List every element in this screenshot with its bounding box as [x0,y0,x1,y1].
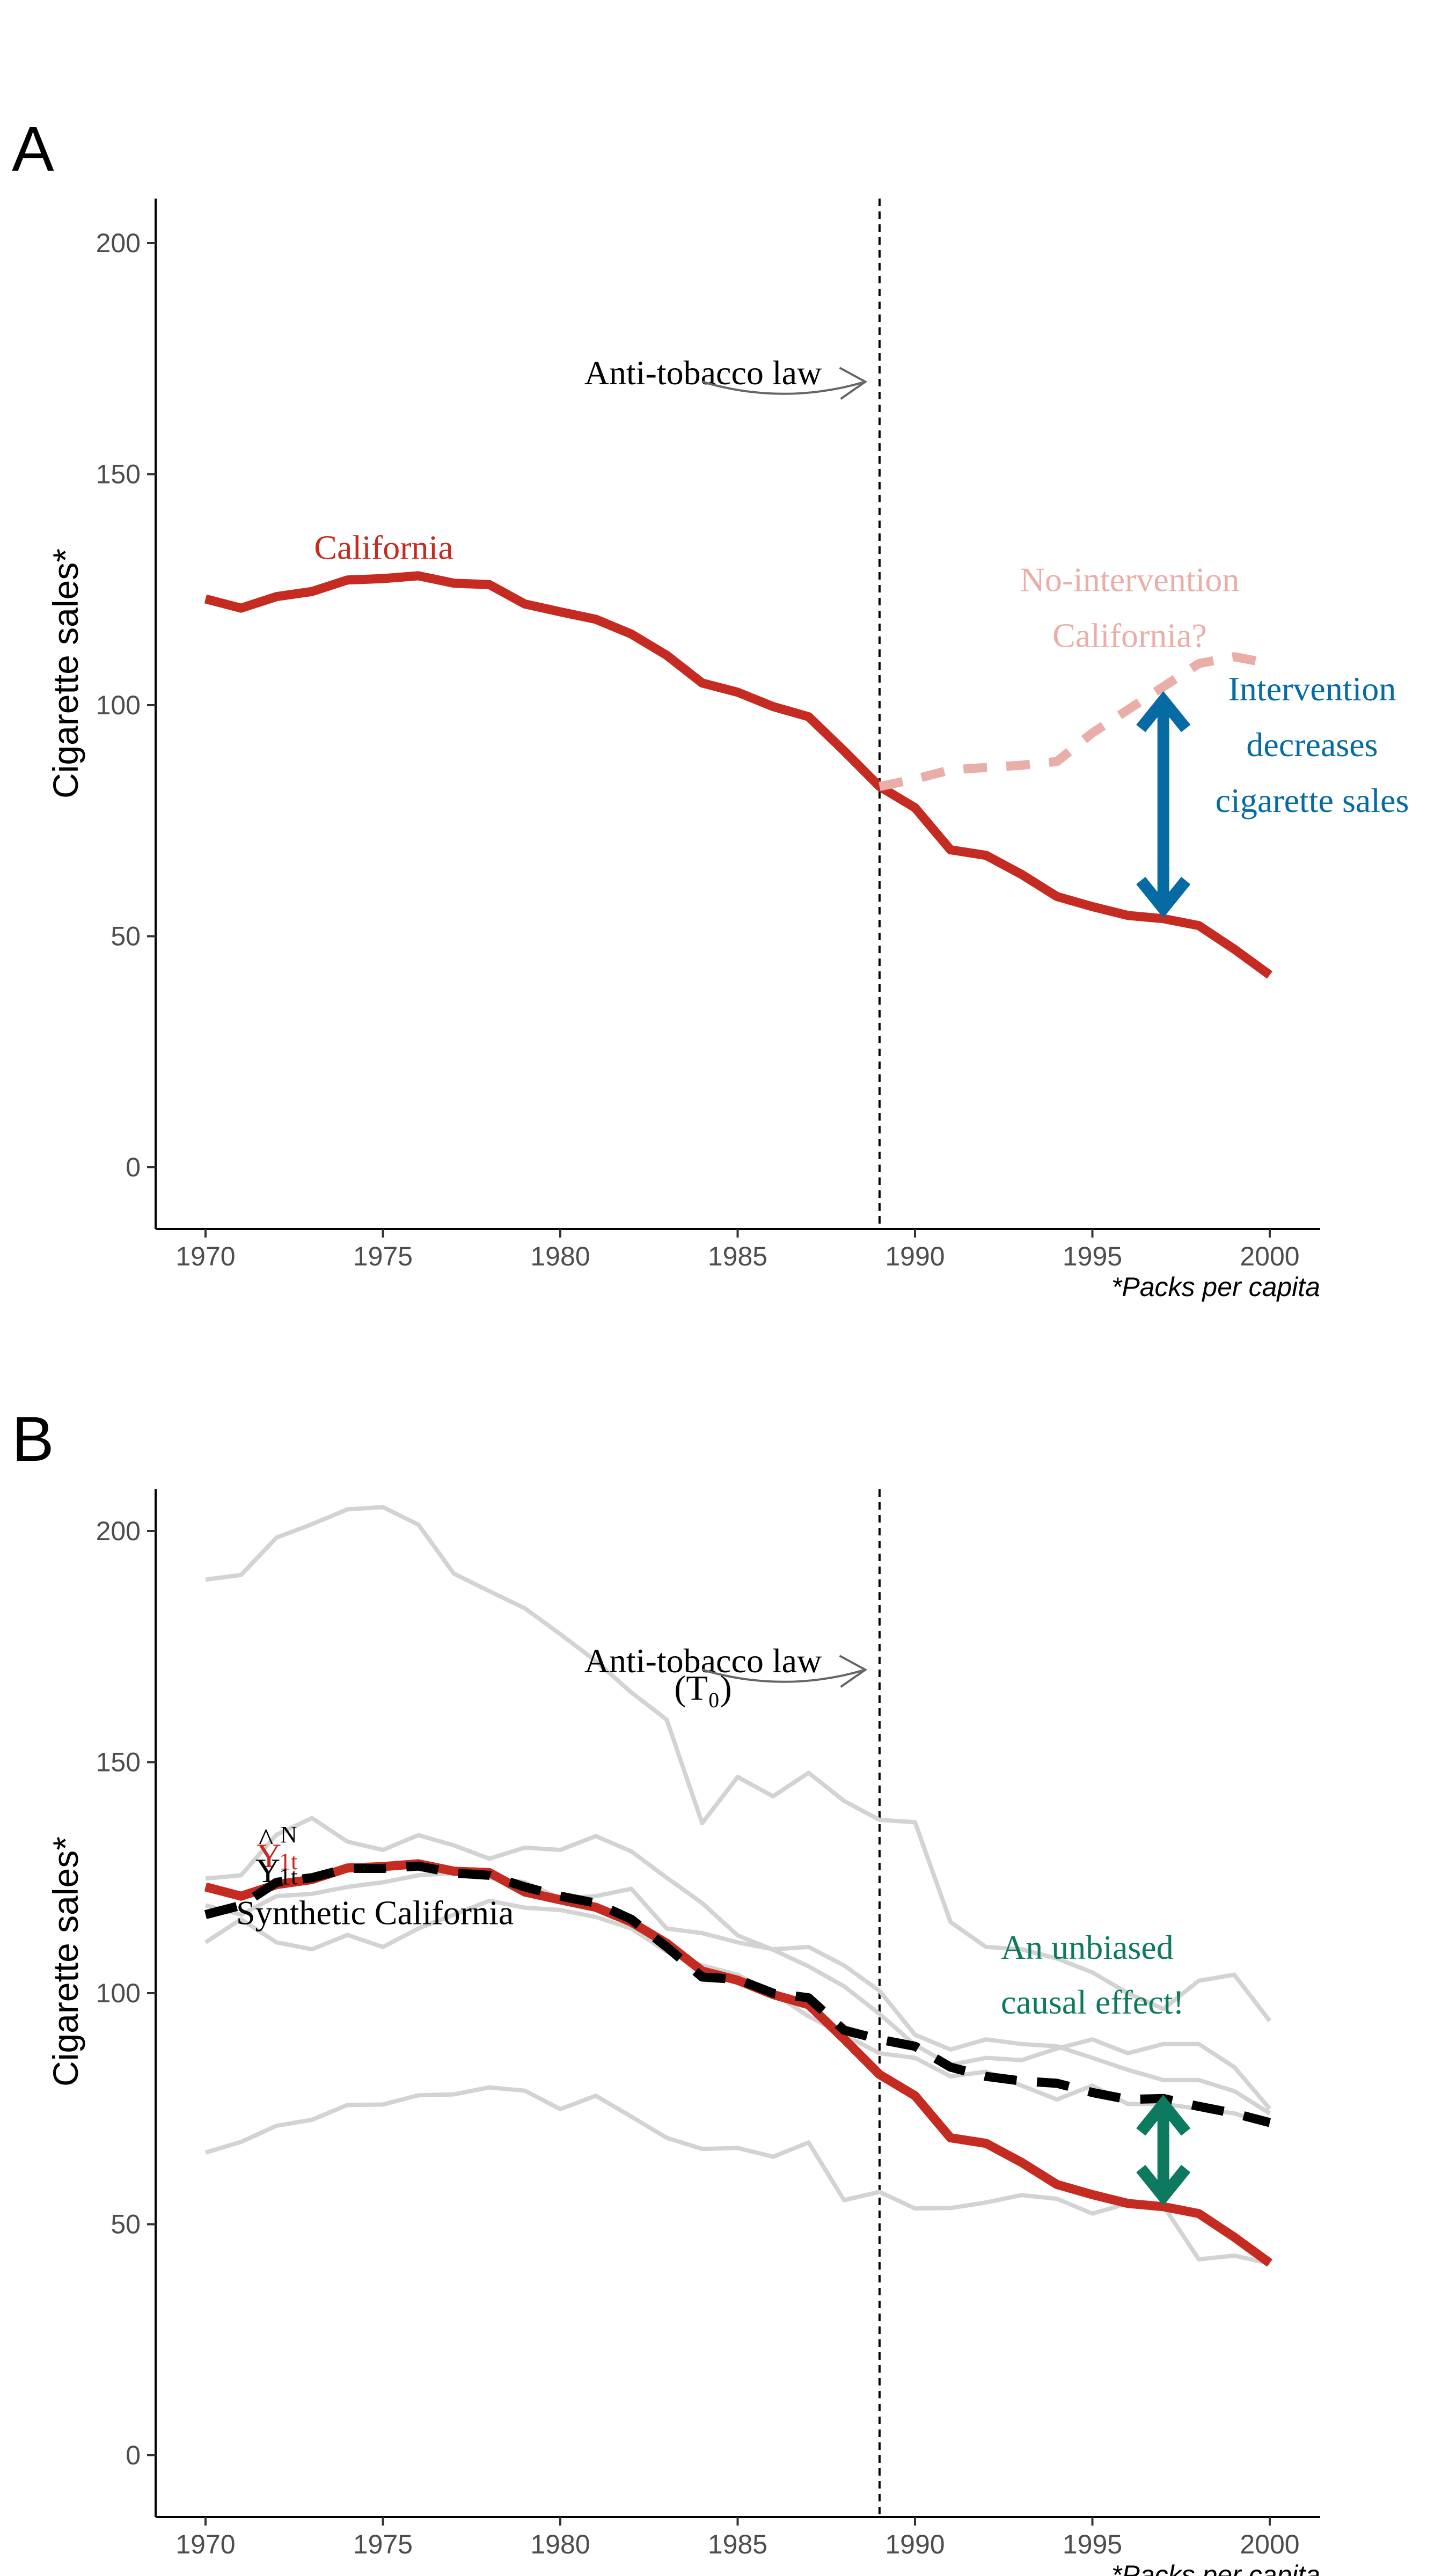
x-tick-label: 1975 [353,2529,413,2559]
effect-label: decreases [1246,726,1378,764]
x-tick-label: 1990 [885,1241,945,1271]
y-tick-label: 50 [111,2209,141,2240]
law-label: Anti-tobacco law [584,354,822,392]
intervention-effect-arrow [1136,691,1191,918]
effect-label: cigarette sales [1216,781,1409,819]
x-tick-label: 1995 [1063,2529,1122,2559]
effect-label: causal effect! [1001,1983,1184,2021]
y-tick-label: 200 [96,1516,141,1546]
law-arrow [701,1668,866,1683]
x-tick-label: 2000 [1240,2529,1299,2559]
x-tick-label: 1970 [175,2529,235,2559]
x-tick-label: 1975 [353,1241,413,1271]
donor-state-line [204,1871,1271,2116]
yhat-hat: ^ [259,1822,273,1857]
no-intervention-california-line [879,652,1271,791]
x-tick-label: 2000 [1240,1241,1299,1271]
donor-state-line [205,1816,1272,2110]
y-tick-label: 100 [96,690,141,720]
panel-b: B 0 50 100 150 200 1970 1975 1980 1985 1990 1995 200… [12,1404,1320,2576]
x-axis-caption: *Packs per capita [1111,2560,1320,2576]
x-tick-label: 1995 [1063,1241,1122,1271]
x-tick-label: 1985 [708,1241,767,1271]
y-base: Y [255,1851,280,1890]
yhat-base: Y [257,1836,281,1875]
x-tick-label: 1980 [530,2529,590,2559]
effect-label: An unbiased [1001,1928,1174,1966]
california-label: California [314,528,453,566]
x-tick-label: 1985 [708,2529,767,2559]
panel-label: A [12,114,54,185]
effect-label: Intervention [1228,670,1396,708]
donor-state-line [205,1505,1272,2023]
x-tick-label: 1970 [175,1241,235,1271]
yhat-subscript: 1t [279,1848,297,1875]
law-arrowhead [839,1655,868,1688]
law-arrow [701,380,866,395]
yhat-superscript: N [280,1821,297,1848]
y-tick-label: 150 [96,459,141,489]
panel-label: B [12,1404,54,1475]
y-tick-label: 100 [96,1978,141,2008]
y-axis-label: Cigarette sales* [46,1836,85,2087]
law-arrowhead [839,367,868,400]
synthetic-label: Synthetic California [236,1893,514,1931]
y-tick-label: 0 [126,2440,141,2470]
nointervention-label: No-intervention [1020,561,1240,599]
donor-state-line [204,1898,1271,2127]
y-tick-label: 150 [96,1747,141,1777]
t0-label: (T₀) [674,1669,731,1708]
y-tick-label: 50 [111,921,141,952]
california-line [204,571,1273,979]
y-tick-label: 200 [96,228,141,258]
y-subscript: 1t [279,1863,297,1890]
x-tick-label: 1980 [530,1241,590,1271]
donor-state-line [204,2085,1270,2266]
y-tick-label: 0 [126,1152,141,1182]
x-tick-label: 1990 [885,2529,945,2559]
panel-a: A 0 50 100 150 200 1970 1975 1980 1985 1990 1995 200… [12,114,1409,1302]
synthetic-california-line [204,1861,1271,2127]
nointervention-label: California? [1052,617,1207,655]
unbiased-effect-arrow [1136,2095,1191,2206]
x-axis-caption: *Packs per capita [1111,1272,1320,1302]
y-axis-label: Cigarette sales* [46,548,85,799]
law-label: Anti-tobacco law [584,1642,822,1680]
